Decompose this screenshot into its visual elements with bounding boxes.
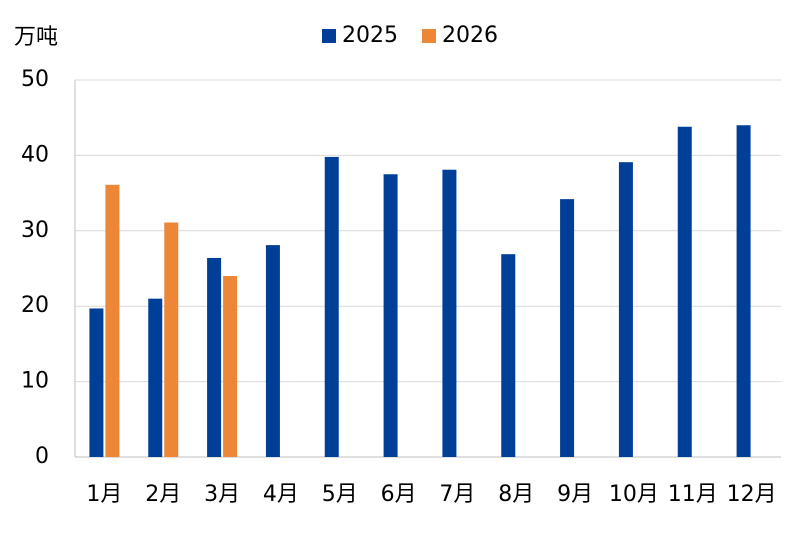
bar [560,199,575,457]
legend-label: 2025 [342,23,398,48]
bar [105,184,120,457]
y-tick-label: 10 [21,369,49,394]
legend-swatch [322,29,336,43]
bar [736,125,751,458]
bar [265,245,280,457]
unit-label: 万吨 [14,25,58,50]
bar [89,308,104,457]
bar [148,298,163,457]
bar [677,126,692,458]
y-tick-label: 30 [21,218,49,243]
x-tick-label: 6月 [381,482,417,507]
x-tick-label: 8月 [498,482,534,507]
y-tick-label: 40 [21,142,49,167]
x-tick-label: 3月 [204,482,240,507]
x-tick-label: 5月 [322,482,358,507]
bar [164,222,179,457]
legend-label: 2026 [442,23,498,48]
x-tick-label: 11月 [668,482,718,507]
x-tick-label: 1月 [86,482,122,507]
x-tick-label: 10月 [609,482,659,507]
bar [207,257,222,457]
legend-swatch [422,29,436,43]
bar [383,174,398,457]
x-tick-label: 9月 [557,482,593,507]
y-tick-label: 20 [21,293,49,318]
bar [324,156,339,457]
bar [223,276,238,457]
x-tick-label: 12月 [727,482,777,507]
x-tick-label: 2月 [145,482,181,507]
x-tick-label: 4月 [263,482,299,507]
y-tick-label: 0 [35,444,49,469]
bar [501,254,516,457]
bar [618,162,633,457]
x-tick-label: 7月 [439,482,475,507]
y-tick-label: 50 [21,67,49,92]
bar [442,169,457,457]
